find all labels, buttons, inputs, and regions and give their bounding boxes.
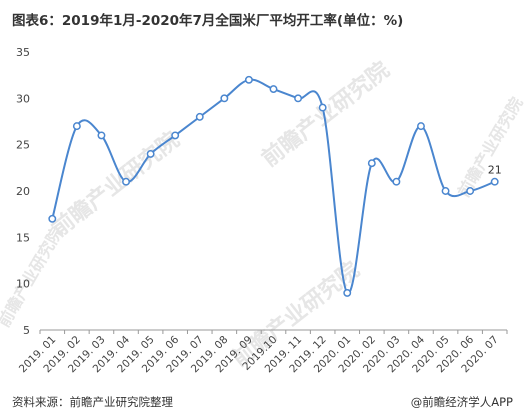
y-tick-label: 30 <box>16 92 30 105</box>
y-tick-label: 15 <box>16 231 30 244</box>
watermark-text: 前瞻产业研究院 <box>0 224 66 331</box>
data-point <box>490 177 499 186</box>
chart-title: 图表6：2019年1月-2020年7月全国米厂平均开工率(单位：%) <box>12 13 404 29</box>
data-point <box>146 149 155 158</box>
data-point <box>466 187 475 195</box>
y-axis-ticks: 5 10 15 20 25 30 35 <box>16 46 30 337</box>
data-point <box>171 131 180 140</box>
data-point <box>244 75 253 84</box>
data-points <box>48 75 499 297</box>
data-point <box>220 94 229 103</box>
data-point <box>294 94 303 103</box>
y-tick-label: 5 <box>23 324 30 337</box>
data-point <box>318 103 327 112</box>
data-point <box>367 159 376 168</box>
data-label: 21 <box>488 164 502 177</box>
data-point <box>343 288 352 297</box>
data-point <box>122 177 130 186</box>
data-point <box>417 122 425 131</box>
y-tick-label: 20 <box>16 185 30 198</box>
credit-note: @前瞻经济学人APP <box>410 395 513 409</box>
data-point <box>392 177 401 186</box>
watermark-text: 前瞻产业研究院 <box>227 257 364 372</box>
watermark-text: 前瞻产业研究院 <box>257 57 394 172</box>
source-note: 资料来源：前瞻产业研究院整理 <box>12 395 173 409</box>
data-point <box>441 187 450 195</box>
data-point <box>269 85 278 94</box>
y-tick-label: 35 <box>16 46 30 59</box>
y-tick-label: 10 <box>16 278 30 291</box>
data-labels: 21 <box>488 164 502 177</box>
y-tick-label: 25 <box>16 139 30 152</box>
data-point <box>48 214 57 223</box>
data-point <box>72 122 81 131</box>
data-point <box>195 112 204 121</box>
data-point <box>97 131 106 140</box>
